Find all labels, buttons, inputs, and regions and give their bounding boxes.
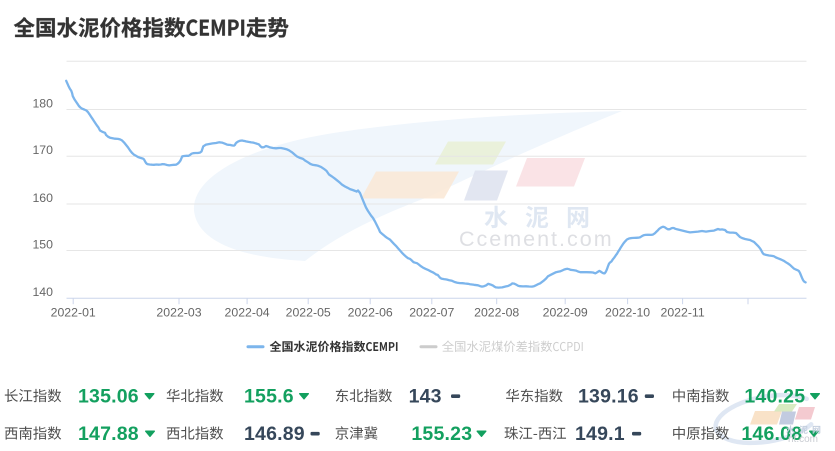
svg-text:2022-10: 2022-10 (605, 306, 650, 320)
svg-text:149.1: 149.1 (575, 423, 625, 445)
svg-text:147.88: 147.88 (78, 423, 139, 445)
svg-text:2022-04: 2022-04 (225, 306, 270, 320)
svg-text:150: 150 (32, 237, 53, 251)
svg-text:160: 160 (32, 191, 53, 205)
svg-text:155.23: 155.23 (411, 423, 472, 445)
svg-text:140: 140 (32, 285, 53, 299)
svg-text:2022-03: 2022-03 (156, 306, 201, 320)
svg-text:143: 143 (409, 386, 442, 408)
svg-text:140.25: 140.25 (744, 386, 805, 408)
svg-text:146.89: 146.89 (244, 423, 305, 445)
svg-text:2022-05: 2022-05 (286, 306, 331, 320)
svg-text:139.16: 139.16 (578, 386, 639, 408)
svg-text:2022-08: 2022-08 (474, 306, 519, 320)
svg-text:170: 170 (32, 143, 53, 157)
svg-text:2022-06: 2022-06 (348, 306, 393, 320)
svg-text:2022-11: 2022-11 (660, 306, 704, 320)
svg-text:155.6: 155.6 (244, 386, 294, 408)
svg-text:2022-09: 2022-09 (543, 306, 588, 320)
svg-text:Ccement.com: Ccement.com (459, 227, 614, 251)
svg-text:2022-01: 2022-01 (51, 306, 96, 320)
svg-text:nt.com: nt.com (788, 434, 818, 445)
svg-text:2022-07: 2022-07 (409, 306, 454, 320)
svg-text:135.06: 135.06 (78, 386, 139, 408)
svg-text:180: 180 (32, 96, 53, 110)
